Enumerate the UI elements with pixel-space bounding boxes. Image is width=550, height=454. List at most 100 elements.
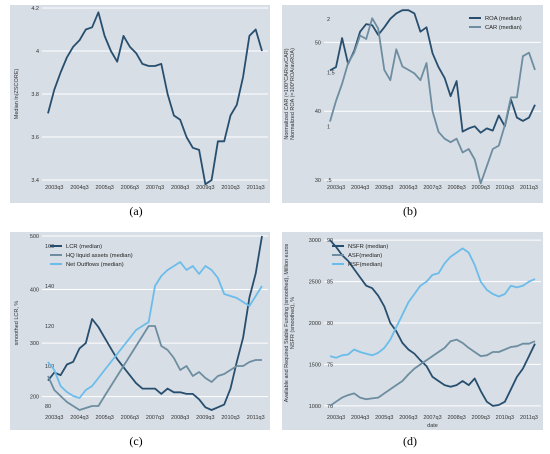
legend-label: Net Outflows (median) — [66, 262, 124, 268]
y-axis-label-inner: NSFR (smoothed), % — [290, 297, 296, 349]
legend-label: NSFR (median) — [348, 244, 388, 250]
y-tick-label: 200 — [30, 395, 39, 401]
y-tick-label: 1000 — [309, 404, 321, 410]
y-tick-label: 1.5 — [327, 71, 335, 77]
panel-caption: (b) — [403, 204, 417, 218]
y-tick-label: 100 — [45, 364, 54, 370]
y-tick-label: 300 — [30, 341, 39, 347]
chart-panel-c: 200 300 400 500 80 100 120 140 160 2003q3 2004q3 20… — [10, 232, 270, 448]
panel-caption: (a) — [129, 204, 142, 218]
x-tick-label: 2004q3 — [70, 185, 88, 191]
legend-label: HQ liquid assets (median) — [66, 253, 133, 259]
y-tick-label: 140 — [45, 284, 54, 290]
x-tick-label: 2005q3 — [95, 415, 113, 421]
series-line-main — [47, 11, 263, 186]
panel-background — [10, 5, 270, 203]
legend-label: RSF(median) — [348, 262, 383, 268]
panel-caption: (c) — [129, 434, 142, 448]
legend-label: ASF(median) — [348, 253, 382, 259]
x-tick-label: 2009q3 — [472, 185, 490, 191]
y-tick-label: 1 — [327, 124, 330, 130]
x-tick-label: 2006q3 — [121, 415, 139, 421]
x-tick-label: 2011q3 — [520, 415, 538, 421]
y-tick-label: 3.6 — [31, 135, 39, 141]
x-tick-label: 2007q3 — [146, 415, 164, 421]
y-tick-label: 70 — [327, 404, 333, 410]
y-tick-label: 3.8 — [31, 92, 39, 98]
x-tick-label: 2006q3 — [121, 185, 139, 191]
panel-caption: (d) — [403, 434, 417, 448]
y-axis-label-outer: Normalized CAR (=100*CAR/avCAR) — [284, 48, 290, 139]
y-tick-label: 400 — [30, 288, 39, 294]
y-tick-label: 4 — [36, 49, 39, 55]
x-tick-label: 2011q3 — [247, 415, 265, 421]
y-tick-label: 85 — [327, 280, 333, 286]
x-tick-label: 2011q3 — [247, 185, 265, 191]
x-tick-label: 2008q3 — [171, 185, 189, 191]
y-tick-label: 2000 — [309, 321, 321, 327]
x-tick-label: 2010q3 — [221, 185, 239, 191]
x-tick-label: 2010q3 — [221, 415, 239, 421]
x-tick-label: 2005q3 — [95, 185, 113, 191]
x-tick-label: 2006q3 — [399, 185, 417, 191]
y-tick-label: 3.4 — [31, 178, 39, 184]
y-tick-label: 3000 — [309, 238, 321, 244]
legend-label: LCR (median) — [66, 244, 102, 250]
y-axis-label-outer: Available and Required Stable Funding (s… — [284, 243, 290, 402]
x-tick-label: 2004q3 — [351, 415, 369, 421]
x-tick-label: 2007q3 — [146, 185, 164, 191]
series-line-hq — [47, 325, 262, 411]
panel-background — [10, 232, 270, 430]
y-axis-label-inner: Normalized ROA (=100*ROA/avROA) — [290, 48, 296, 140]
series-line-asf(median) — [329, 338, 536, 407]
x-tick-label: 2006q3 — [399, 415, 417, 421]
y-tick-label: 1500 — [309, 362, 321, 368]
y-tick-label: 4.2 — [31, 6, 39, 12]
y-tick-label: 80 — [45, 404, 51, 410]
x-tick-label: 2008q3 — [447, 185, 465, 191]
y-tick-label: 500 — [30, 234, 39, 240]
x-tick-label: 2011q3 — [520, 185, 538, 191]
y-tick-label: 2 — [327, 17, 330, 23]
x-tick-label: 2010q3 — [496, 415, 514, 421]
y-tick-label: 120 — [45, 324, 54, 330]
x-tick-label: 2008q3 — [447, 415, 465, 421]
x-tick-label: 2004q3 — [70, 415, 88, 421]
y-tick-label: 2500 — [309, 280, 321, 286]
x-tick-label: 2004q3 — [351, 185, 369, 191]
legend-label: CAR (median) — [485, 25, 522, 31]
x-tick-label: 2009q3 — [196, 415, 214, 421]
x-tick-label: 2007q3 — [423, 185, 441, 191]
y-axis-label: Median ln(ZSCORE) — [14, 69, 20, 120]
y-axis-label: smoothed LCR, % — [14, 301, 20, 346]
series-line-roa — [329, 9, 536, 134]
series-line-net — [47, 261, 263, 399]
series-line-rsf(median) — [329, 247, 536, 359]
series-line-nsfr — [329, 239, 536, 407]
y-tick-label: .5 — [327, 178, 332, 184]
x-axis-label: date — [427, 423, 438, 429]
x-tick-label: 2009q3 — [472, 415, 490, 421]
y-tick-label: 50 — [315, 40, 321, 46]
y-tick-label: 160 — [45, 244, 54, 250]
series-line-car — [329, 17, 536, 185]
x-tick-label: 2010q3 — [496, 185, 514, 191]
y-tick-label: 75 — [327, 362, 333, 368]
x-tick-label: 2005q3 — [375, 185, 393, 191]
x-tick-label: 2008q3 — [171, 415, 189, 421]
panel-background — [282, 232, 543, 430]
y-tick-label: 80 — [327, 321, 333, 327]
y-tick-label: 30 — [315, 178, 321, 184]
series-line-lcr — [47, 235, 263, 411]
x-tick-label: 2003q3 — [327, 185, 345, 191]
x-tick-label: 2003q3 — [45, 185, 63, 191]
panel-background — [282, 5, 543, 203]
legend-label: ROA (median) — [485, 16, 522, 22]
x-tick-label: 2003q3 — [45, 415, 63, 421]
x-tick-label: 2003q3 — [327, 415, 345, 421]
chart-panel-a: 3.4 3.6 3.8 4 4.2 2003q3 2004q3 2005q3 2006q3 200… — [10, 5, 270, 218]
x-tick-label: 2009q3 — [196, 185, 214, 191]
chart-panel-b: 30 40 50 .5 1 1.5 2 2003q3 2004q3 2005q3 2006q3 200… — [282, 5, 543, 218]
